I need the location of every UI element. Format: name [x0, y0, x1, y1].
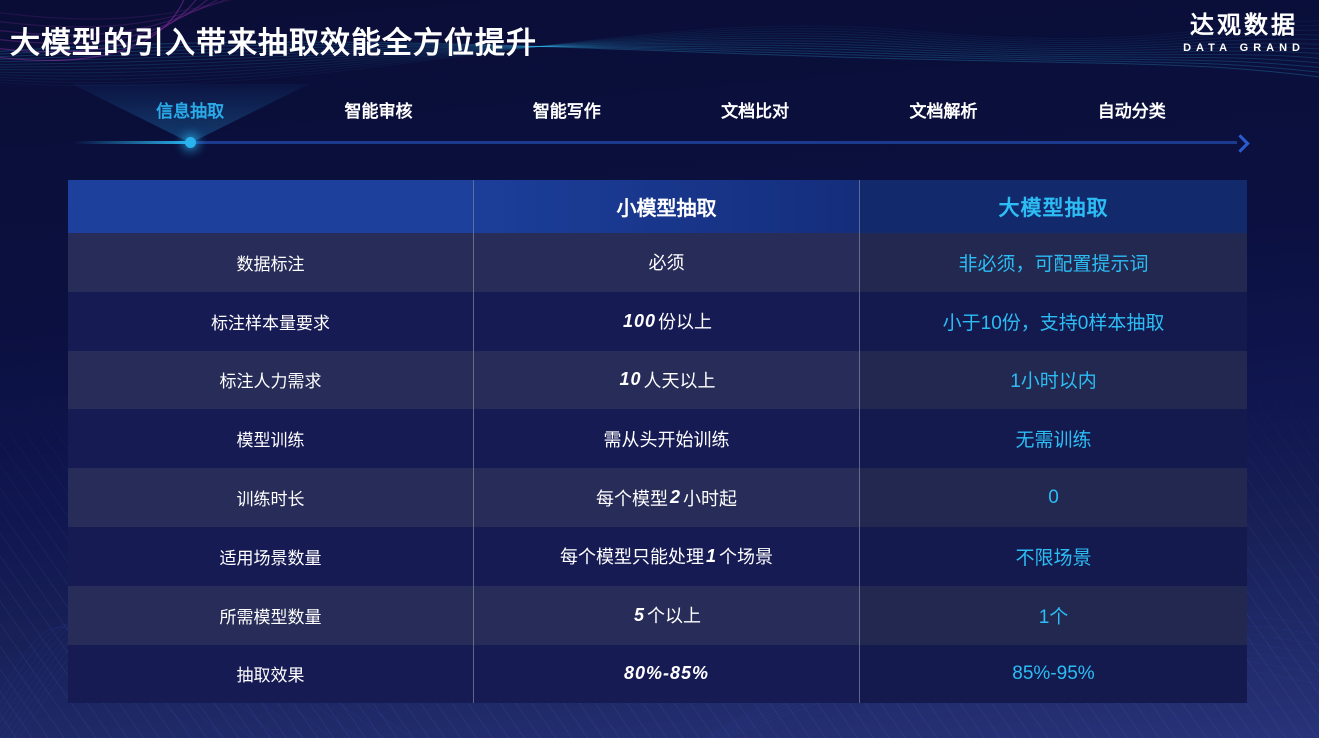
table-row: 训练时长 每个模型 2 小时起 0 — [68, 468, 1247, 527]
row-label-cell: 适用场景数量 — [68, 526, 473, 586]
large-model-cell: 小于10份，支持0样本抽取 — [859, 291, 1247, 351]
small-model-cell: 需从头开始训练 — [473, 409, 859, 469]
small-model-cell: 5 个以上 — [473, 585, 859, 645]
timeline-segment-active — [75, 141, 191, 144]
large-model-cell: 1小时以内 — [859, 350, 1247, 410]
table-row: 模型训练 需从头开始训练 无需训练 — [68, 409, 1247, 469]
tab-label: 自动分类 — [1097, 102, 1166, 121]
tab-item-1[interactable]: 信息抽取 — [96, 97, 284, 122]
row-label-cell: 所需模型数量 — [68, 585, 473, 645]
table-row: 标注人力需求 10 人天以上 1小时以内 — [68, 350, 1247, 410]
row-label-cell: 标注样本量要求 — [68, 291, 473, 351]
header-cell-large-model: 大模型抽取 — [859, 180, 1247, 233]
timeline-segment — [191, 141, 1237, 144]
large-model-cell: 85%-95% — [859, 644, 1247, 704]
tab-item-2[interactable]: 智能审核 — [284, 97, 472, 122]
arrow-right-icon — [1231, 134, 1250, 153]
large-model-cell: 非必须，可配置提示词 — [859, 233, 1247, 292]
tab-label: 文档解析 — [909, 102, 978, 121]
tab-label: 信息抽取 — [156, 102, 225, 121]
table-header-row: 小模型抽取 大模型抽取 — [68, 180, 1247, 233]
tab-nav: 信息抽取 智能审核 智能写作 文档比对 文档解析 自动分类 — [96, 97, 1226, 122]
small-model-cell: 每个模型只能处理 1 个场景 — [473, 526, 859, 586]
large-model-cell: 1个 — [859, 585, 1247, 645]
header-cell-small-model: 小模型抽取 — [473, 180, 859, 233]
tab-item-6[interactable]: 自动分类 — [1038, 97, 1226, 122]
table-row: 数据标注 必须 非必须，可配置提示词 — [68, 233, 1247, 292]
table-body: 数据标注 必须 非必须，可配置提示词 标注样本量要求 100 份以上 小于10份，… — [68, 233, 1247, 704]
small-model-cell: 必须 — [473, 233, 859, 292]
small-model-cell: 10 人天以上 — [473, 350, 859, 410]
table-row: 标注样本量要求 100 份以上 小于10份，支持0样本抽取 — [68, 291, 1247, 351]
comparison-table: 小模型抽取 大模型抽取 数据标注 必须 非必须，可配置提示词 标注样本量要求 1… — [68, 180, 1247, 704]
tab-item-5[interactable]: 文档解析 — [849, 97, 1037, 122]
row-label-cell: 标注人力需求 — [68, 350, 473, 410]
page-title: 大模型的引入带来抽取效能全方位提升 — [10, 27, 537, 60]
table-row: 抽取效果 80%-85% 85%-95% — [68, 644, 1247, 704]
timeline-dot-icon — [185, 137, 196, 148]
large-model-cell: 不限场景 — [859, 526, 1247, 586]
logo: 达观数据 DATA GRAND — [1183, 12, 1305, 55]
timeline — [75, 134, 1250, 153]
logo-tagline: DATA GRAND — [1183, 42, 1305, 55]
tab-label: 智能写作 — [532, 102, 601, 121]
small-model-cell: 100 份以上 — [473, 291, 859, 351]
tab-item-3[interactable]: 智能写作 — [473, 97, 661, 122]
tab-item-4[interactable]: 文档比对 — [661, 97, 849, 122]
row-label-cell: 数据标注 — [68, 233, 473, 292]
row-label-cell: 模型训练 — [68, 409, 473, 469]
row-label-cell: 抽取效果 — [68, 644, 473, 704]
large-model-cell: 0 — [859, 468, 1247, 527]
small-model-cell: 每个模型 2 小时起 — [473, 468, 859, 527]
table-row: 适用场景数量 每个模型只能处理 1 个场景 不限场景 — [68, 526, 1247, 586]
header-cell-feature — [68, 180, 473, 233]
table-row: 所需模型数量 5 个以上 1个 — [68, 585, 1247, 645]
logo-name: 达观数据 — [1190, 12, 1299, 39]
tab-label: 文档比对 — [721, 102, 790, 121]
row-label-cell: 训练时长 — [68, 468, 473, 527]
small-model-cell: 80%-85% — [473, 644, 859, 704]
tab-label: 智能审核 — [344, 102, 413, 121]
large-model-cell: 无需训练 — [859, 409, 1247, 469]
